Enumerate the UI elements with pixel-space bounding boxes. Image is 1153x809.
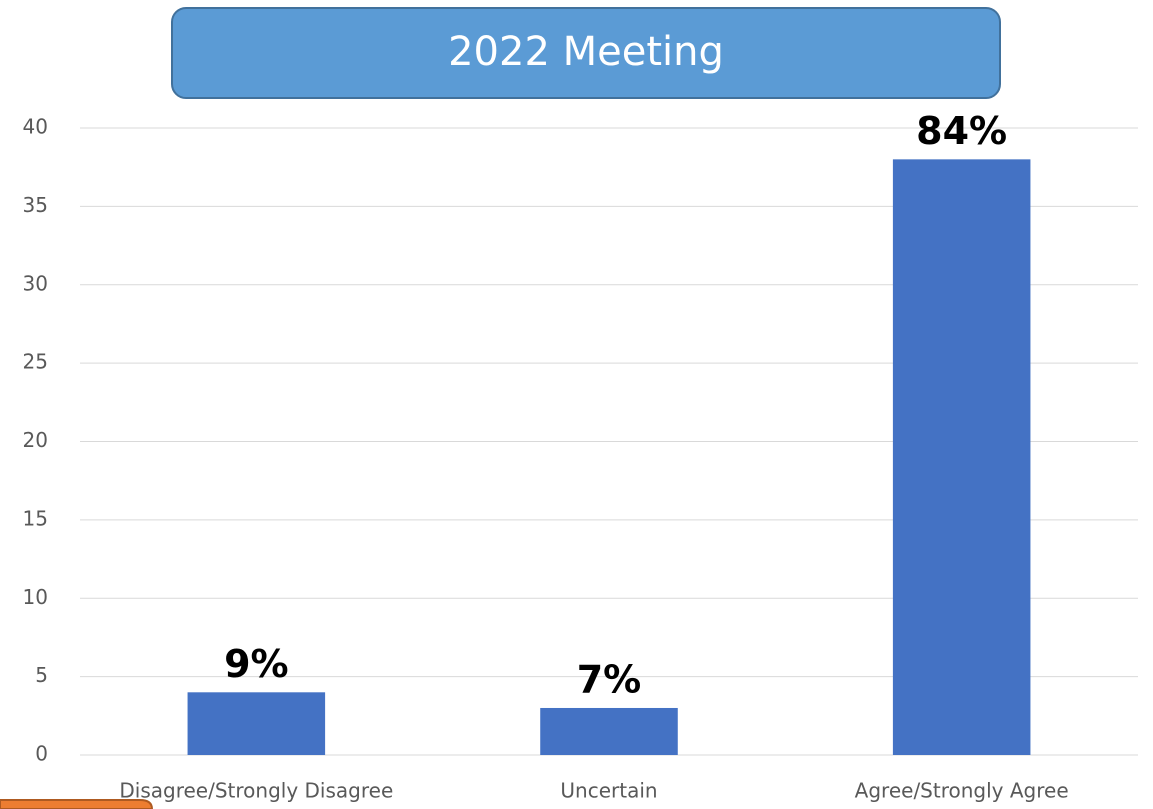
bar	[540, 707, 678, 755]
y-tick-label: 10	[23, 585, 48, 609]
data-label: 9%	[224, 642, 289, 686]
x-tick-label: Disagree/Strongly Disagree	[119, 779, 393, 803]
bar	[187, 692, 326, 755]
x-tick-label: Uncertain	[560, 779, 657, 803]
title-box	[171, 7, 1001, 99]
bar	[892, 159, 1031, 756]
y-tick-label: 20	[23, 428, 48, 452]
y-tick-label: 30	[23, 271, 48, 295]
y-tick-label: 25	[23, 350, 48, 374]
y-tick-label: 40	[23, 115, 48, 139]
chart-title: 2022 Meeting	[448, 29, 724, 75]
y-tick-label: 15	[23, 506, 48, 530]
data-label: 84%	[916, 109, 1007, 153]
y-tick-label: 5	[35, 663, 48, 687]
x-tick-label: Agree/Strongly Agree	[855, 779, 1069, 803]
data-label: 7%	[577, 657, 642, 701]
y-tick-label: 0	[35, 742, 48, 766]
y-tick-label: 35	[23, 193, 48, 217]
